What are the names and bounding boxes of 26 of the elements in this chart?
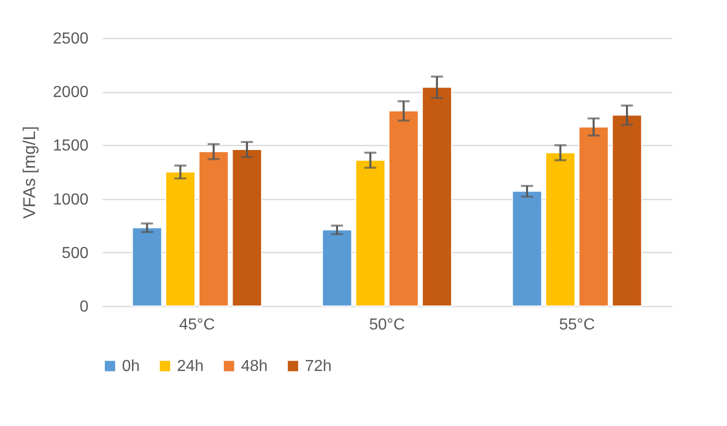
x-tick-label: 45°C <box>179 316 215 334</box>
bar <box>388 110 419 306</box>
bar <box>545 152 576 306</box>
y-tick-label: 0 <box>80 298 89 316</box>
bar <box>422 86 452 306</box>
legend-label: 0h <box>122 358 140 376</box>
bar <box>355 160 386 306</box>
bar <box>612 114 642 306</box>
bar <box>198 151 229 306</box>
bar <box>232 148 262 306</box>
legend-label: 24h <box>177 358 204 376</box>
y-tick-label: 1000 <box>52 191 89 208</box>
y-tick-label: 2500 <box>52 30 89 48</box>
legend-label: 72h <box>305 358 332 376</box>
y-tick-label: 2000 <box>52 84 89 102</box>
x-tick-label: 50°C <box>369 316 405 334</box>
bar <box>578 126 609 306</box>
x-tick-label: 55°C <box>559 316 595 334</box>
y-axis-title: VFAs [mg/L] <box>20 126 39 219</box>
y-tick-label: 1500 <box>52 138 89 155</box>
y-tick-label: 500 <box>62 244 89 262</box>
bar <box>165 172 196 306</box>
bar <box>322 229 352 306</box>
bar <box>132 227 162 306</box>
bar <box>512 190 542 306</box>
legend-label: 48h <box>241 358 268 376</box>
